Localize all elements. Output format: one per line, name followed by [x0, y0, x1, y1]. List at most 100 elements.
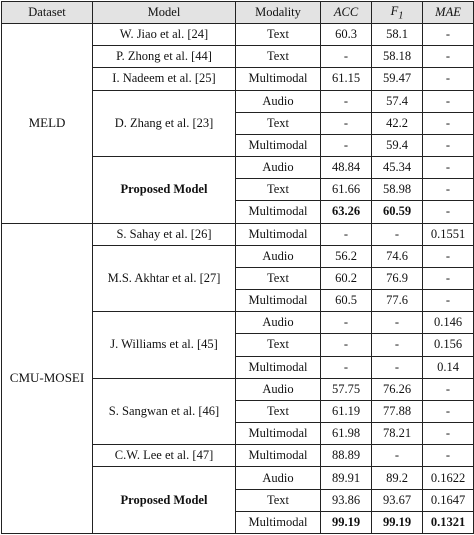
mae-cell: -	[422, 22, 474, 47]
f1-cell: 59.47	[371, 67, 423, 91]
modality-cell: Multimodal	[235, 510, 321, 535]
header-acc: ACC	[320, 1, 372, 24]
table-row: Text - - 0.156	[2, 333, 474, 357]
dataset-cmu-mosei: CMU-MOSEI	[1, 222, 93, 535]
proposed-model-cell: Proposed Model	[92, 466, 236, 534]
f1-cell: 76.9	[371, 266, 423, 291]
model-cell: S. Sangwan et al. [46]	[92, 377, 236, 446]
f1-cell: -	[371, 444, 423, 468]
acc-cell: -	[320, 333, 372, 357]
modality-cell: Audio	[235, 377, 321, 401]
modality-cell: Text	[235, 266, 321, 291]
mae-cell: -	[422, 178, 474, 202]
mae-cell: -	[422, 377, 474, 401]
f1-cell: 58.98	[371, 178, 423, 202]
f1-cell-best: 99.19	[371, 510, 423, 535]
modality-cell: Text	[235, 111, 321, 135]
acc-cell: 60.2	[320, 266, 372, 291]
mae-cell: -	[422, 45, 474, 69]
model-cell: C.W. Lee et al. [47]	[92, 444, 236, 468]
mae-cell: 0.14	[422, 355, 474, 379]
f1-cell: 93.67	[371, 488, 423, 512]
modality-cell: Text	[235, 399, 321, 424]
modality-cell: Text	[235, 45, 321, 69]
acc-cell: -	[320, 45, 372, 69]
acc-cell: -	[320, 311, 372, 335]
modality-cell: Multimodal	[235, 422, 321, 446]
proposed-model-cell: Proposed Model	[92, 156, 236, 224]
f1-cell: -	[371, 311, 423, 335]
f1-cell: 57.4	[371, 89, 423, 113]
table-row: M.S. Akhtar et al. [27] Audio 56.2 74.6 …	[2, 244, 474, 313]
table-row: CMU-MOSEI S. Sahay et al. [26] Multimoda…	[1, 222, 474, 535]
acc-cell: 88.89	[320, 444, 372, 468]
mae-cell: -	[422, 444, 474, 468]
modality-cell: Multimodal	[235, 133, 321, 158]
modality-cell: Audio	[235, 89, 321, 113]
acc-cell: 56.2	[320, 244, 372, 268]
f1-cell: 42.2	[371, 111, 423, 135]
mae-cell: -	[422, 200, 474, 224]
modality-cell: Audio	[235, 466, 321, 490]
mae-cell: 0.156	[422, 333, 474, 357]
model-cell: J. Williams et al. [45]	[92, 311, 236, 379]
model-cell: D. Zhang et al. [23]	[92, 89, 236, 158]
dataset-meld: MELD	[1, 23, 93, 224]
table-row: Text 61.19 77.88 -	[2, 399, 474, 424]
f1-cell: -	[371, 355, 423, 379]
model-cell: S. Sahay et al. [26]	[92, 222, 236, 246]
acc-cell: 89.91	[320, 466, 372, 490]
mae-cell: -	[422, 422, 474, 446]
table-row: I. Nadeem et al. [25] Multimodal 61.15 5…	[2, 67, 474, 91]
modality-cell: Text	[235, 333, 321, 357]
f1-cell: 77.88	[371, 399, 423, 424]
modality-cell: Audio	[235, 311, 321, 335]
mae-cell: -	[422, 67, 474, 91]
acc-cell: -	[320, 111, 372, 135]
f1-cell: 58.1	[371, 22, 423, 47]
table-row: MELD W. Jiao et al. [24] Text 60.3 58.1 …	[1, 22, 474, 224]
f1-cell: -	[371, 333, 423, 357]
acc-cell: 60.5	[320, 289, 372, 313]
mae-cell: -	[422, 244, 474, 268]
f1-cell: 74.6	[371, 244, 423, 268]
header-row: Dataset Model Modality ACC F1 MAE	[1, 1, 474, 24]
f1-cell: 78.21	[371, 422, 423, 446]
table-row: Text - 42.2 -	[2, 111, 474, 135]
acc-cell: -	[320, 89, 372, 113]
mae-cell: 0.146	[422, 311, 474, 335]
table-row: Multimodal 60.5 77.6 -	[2, 289, 474, 313]
modality-cell: Multimodal	[235, 355, 321, 379]
modality-cell: Multimodal	[235, 222, 321, 246]
table-row: Text 60.2 76.9 -	[2, 266, 474, 291]
f1-cell: 77.6	[371, 289, 423, 313]
model-cell: P. Zhong et al. [44]	[92, 45, 236, 69]
mae-cell: -	[422, 111, 474, 135]
mae-cell: -	[422, 289, 474, 313]
table-row: Proposed Model Audio 48.84 45.34 -	[2, 156, 474, 224]
acc-cell: 61.19	[320, 399, 372, 424]
f1-cell: 76.26	[371, 377, 423, 401]
modality-cell: Text	[235, 178, 321, 202]
mae-cell: -	[422, 133, 474, 158]
modality-cell: Multimodal	[235, 444, 321, 468]
model-cell: I. Nadeem et al. [25]	[92, 67, 236, 91]
model-cell: M.S. Akhtar et al. [27]	[92, 244, 236, 313]
f1-cell: 59.4	[371, 133, 423, 158]
modality-cell: Text	[235, 22, 321, 47]
f1-cell: 58.18	[371, 45, 423, 69]
modality-cell: Text	[235, 488, 321, 512]
header-f1: F1	[371, 1, 423, 24]
f1-cell: 45.34	[371, 156, 423, 180]
header-modality: Modality	[235, 1, 321, 24]
table-row: Multimodal 99.19 99.19 0.1321	[2, 510, 474, 535]
mae-cell: -	[422, 266, 474, 291]
modality-cell: Audio	[235, 244, 321, 268]
acc-cell-best: 63.26	[320, 200, 372, 224]
header-f1-letter: F	[390, 3, 399, 18]
acc-cell: -	[320, 222, 372, 246]
acc-cell: 61.15	[320, 67, 372, 91]
acc-cell: -	[320, 133, 372, 158]
modality-cell: Multimodal	[235, 289, 321, 313]
